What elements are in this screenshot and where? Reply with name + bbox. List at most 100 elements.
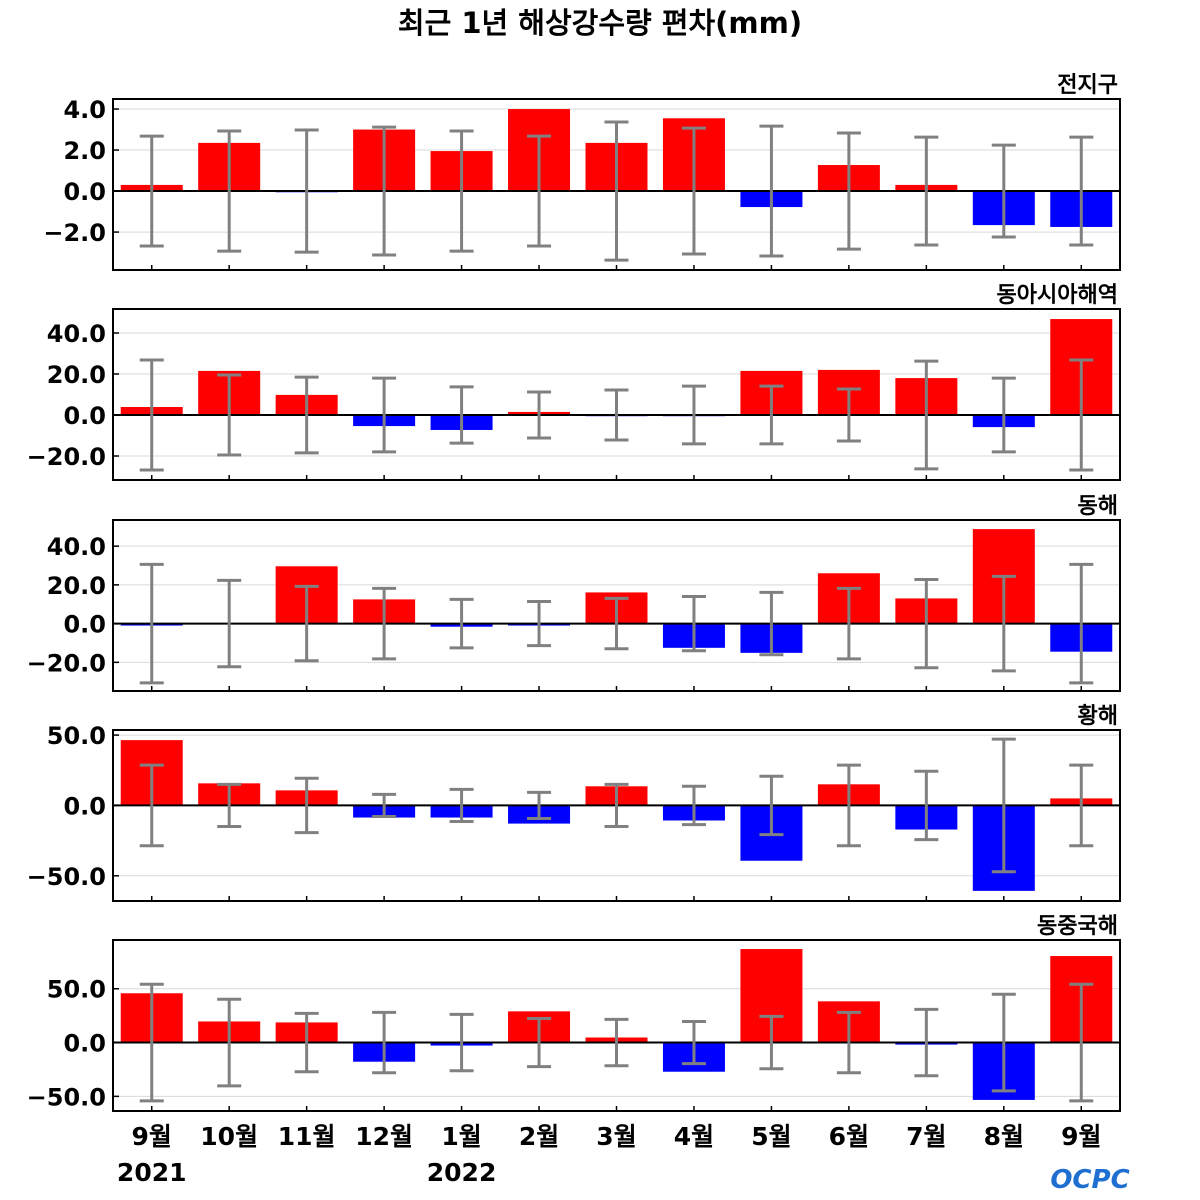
- year-label: 2021: [117, 1158, 187, 1187]
- error-bar: [294, 776, 319, 835]
- y-tick-label: 0.0: [63, 1030, 106, 1058]
- panel-4: −50.0 0.0 50.0 동중국해: [27, 914, 1121, 1112]
- y-tick-label: 0.0: [63, 792, 106, 820]
- y-tick-label: 2.0: [63, 137, 106, 165]
- panel-1: −20.0 0.0 20.0 40.0 동아시아해역: [27, 283, 1121, 481]
- error-bar: [449, 597, 474, 650]
- y-tick-label: 20.0: [47, 572, 106, 600]
- x-tick-label: 6월: [829, 1122, 869, 1151]
- y-tick-label: 4.0: [63, 96, 106, 124]
- error-bar: [139, 358, 164, 472]
- error-bar: [759, 384, 784, 446]
- error-bar: [527, 134, 552, 248]
- panel-frame: [112, 729, 1121, 902]
- x-tick-label: 12월: [355, 1122, 413, 1151]
- error-bar: [681, 784, 706, 827]
- error-bar: [294, 584, 319, 663]
- panel-title: 황해: [1078, 704, 1118, 729]
- panel-frame: [112, 98, 1121, 271]
- error-bar: [991, 574, 1016, 673]
- y-tick-label: −20.0: [27, 443, 106, 471]
- error-bar: [991, 737, 1016, 874]
- error-bar: [372, 1010, 397, 1075]
- error-bar: [681, 126, 706, 256]
- error-bar: [836, 131, 861, 251]
- x-tick-label: 3월: [596, 1122, 636, 1151]
- y-tick-label: 0.0: [63, 611, 106, 639]
- x-tick-label: 10월: [200, 1122, 258, 1151]
- error-bar: [759, 1014, 784, 1071]
- error-bar: [991, 992, 1016, 1093]
- error-bar: [217, 373, 242, 457]
- x-tick-label: 7월: [906, 1122, 946, 1151]
- ocpc-logo: OCPC: [1050, 1165, 1129, 1195]
- panel-2: −20.0 0.0 20.0 40.0 동해: [27, 494, 1121, 692]
- error-bar: [1069, 358, 1094, 472]
- panel-title: 동해: [1078, 494, 1118, 519]
- x-tick-label: 1월: [441, 1122, 481, 1151]
- year-label: 2022: [427, 1158, 497, 1187]
- error-bar: [294, 375, 319, 455]
- error-bar: [449, 787, 474, 823]
- y-tick-label: 50.0: [47, 722, 106, 750]
- error-bar: [681, 594, 706, 653]
- y-tick-label: −50.0: [27, 863, 106, 891]
- error-bar: [1069, 135, 1094, 247]
- error-bar: [604, 596, 629, 651]
- error-bar: [527, 1016, 552, 1069]
- error-bar: [217, 578, 242, 669]
- panel-title: 전지구: [1057, 73, 1118, 98]
- panel-title: 동중국해: [1037, 914, 1118, 939]
- panel-frame: [112, 519, 1121, 692]
- error-bar: [759, 774, 784, 837]
- error-bar: [604, 782, 629, 829]
- error-bar: [139, 763, 164, 848]
- y-tick-label: 0.0: [63, 402, 106, 430]
- error-bar: [449, 1012, 474, 1073]
- error-bar: [836, 1010, 861, 1075]
- error-bar: [372, 586, 397, 661]
- error-bar: [449, 129, 474, 253]
- y-tick-label: −50.0: [27, 1083, 106, 1111]
- panel-frame: [112, 308, 1121, 481]
- error-bar: [139, 562, 164, 685]
- error-bar: [217, 129, 242, 253]
- error-bar: [991, 143, 1016, 239]
- error-bar: [604, 1017, 629, 1068]
- error-bar: [449, 385, 474, 445]
- error-bar: [836, 763, 861, 848]
- x-tick-label: 8월: [984, 1122, 1024, 1151]
- y-tick-label: 0.0: [63, 178, 106, 206]
- error-bar: [217, 782, 242, 829]
- x-tick-label: 9월: [132, 1122, 172, 1151]
- x-tick-label: 5월: [751, 1122, 791, 1151]
- y-tick-label: 40.0: [47, 320, 106, 348]
- error-bar: [139, 982, 164, 1103]
- error-bar: [914, 769, 939, 842]
- error-bar: [372, 125, 397, 257]
- error-bar: [527, 600, 552, 648]
- y-tick-label: 40.0: [47, 533, 106, 561]
- panel-title: 동아시아해역: [997, 283, 1118, 308]
- error-bar: [1069, 763, 1094, 848]
- error-bar: [914, 359, 939, 471]
- error-bar: [836, 586, 861, 661]
- x-tick-label: 2월: [519, 1122, 559, 1151]
- y-tick-label: −2.0: [43, 219, 106, 247]
- error-bar: [681, 1019, 706, 1066]
- error-bar: [217, 997, 242, 1088]
- y-tick-label: −20.0: [27, 649, 106, 677]
- error-bar: [914, 577, 939, 670]
- error-bar: [991, 376, 1016, 454]
- error-bar: [604, 120, 629, 262]
- error-bar: [836, 387, 861, 443]
- error-bar: [759, 590, 784, 657]
- x-tick-label: 4월: [674, 1122, 714, 1151]
- panel-0: −2.0 0.0 2.0 4.0 전지구: [43, 73, 1121, 271]
- error-bar: [294, 1011, 319, 1074]
- error-bar: [139, 134, 164, 248]
- error-bar: [604, 388, 629, 442]
- error-bar: [681, 384, 706, 446]
